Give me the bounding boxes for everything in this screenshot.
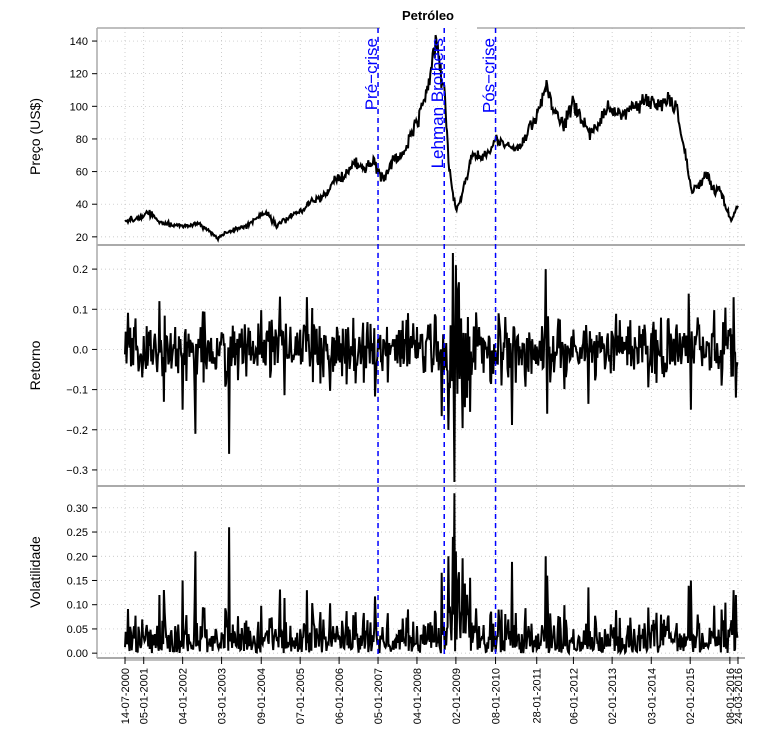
y-tick-label: −0.3 xyxy=(66,465,88,477)
x-tick-label: 05-01-2007 xyxy=(373,668,385,724)
x-tick-label: 03-01-2014 xyxy=(646,668,658,724)
y-axis-label: Preço (US$) xyxy=(27,98,43,175)
y-tick-label: 0.20 xyxy=(67,551,88,563)
event-label: Pré−crise xyxy=(362,38,381,110)
y-tick-label: 100 xyxy=(70,101,88,113)
x-tick-label: 28-01-2011 xyxy=(532,668,544,723)
x-tick-label: 04-01-2002 xyxy=(178,668,190,724)
panel-frame-layer xyxy=(96,27,745,659)
x-axis-layer: 14-07-2000 05-01-2001 04-01-2002 03-01-2003… xyxy=(120,657,745,724)
y-tick-label: 0.10 xyxy=(67,600,88,612)
y-tick-label: 0.1 xyxy=(73,304,88,316)
y-tick-label: 120 xyxy=(70,69,88,81)
y-tick-label: 80 xyxy=(76,134,88,146)
y-tick-label: 0.00 xyxy=(67,648,88,660)
y-axis-layer: 20 40 60 80 100 120 140 Preço (US$) −0.3 −0.2 −0.1… xyxy=(27,36,97,660)
y-tick-label: 0.0 xyxy=(73,344,88,356)
event-label: Lehman Brothers xyxy=(428,38,447,168)
x-tick-label: 03-01-2003 xyxy=(217,668,229,724)
y-tick-label: 0.05 xyxy=(67,624,88,636)
event-label: Pós−crise xyxy=(480,38,499,113)
y-tick-label: 140 xyxy=(70,36,88,48)
x-tick-label: 09-01-2004 xyxy=(256,668,268,724)
x-tick-label: 02-01-2015 xyxy=(685,668,697,724)
x-tick-label: 07-01-2005 xyxy=(295,668,307,724)
y-axis-label: Volatilidade xyxy=(27,536,43,608)
x-tick-label: 05-01-2001 xyxy=(139,668,151,724)
y-tick-label: 0.25 xyxy=(67,527,88,539)
x-tick-label: 02-01-2013 xyxy=(607,668,619,724)
y-tick-label: 0.15 xyxy=(67,575,88,587)
y-axis-label: Retorno xyxy=(27,340,43,390)
x-tick-label: 04-01-2008 xyxy=(412,668,424,724)
x-tick-label: 14-07-2000 xyxy=(120,668,132,724)
x-tick-label: 24-03-2016 xyxy=(733,668,745,724)
x-tick-label: 02-01-2009 xyxy=(451,668,463,724)
series-line xyxy=(124,252,739,483)
x-tick-label: 06-01-2012 xyxy=(568,668,580,724)
y-tick-label: −0.1 xyxy=(66,385,88,397)
y-tick-label: −0.2 xyxy=(66,425,88,437)
x-tick-label: 06-01-2006 xyxy=(334,668,346,724)
series-line xyxy=(124,34,739,243)
x-tick-label: 08-01-2010 xyxy=(491,668,503,724)
y-tick-label: 40 xyxy=(76,199,88,211)
event-layer: Pré−crise Lehman Brothers Pós−crise xyxy=(362,28,499,658)
x-tick-label: 08-01-2016 xyxy=(725,668,737,724)
y-tick-label: 0.30 xyxy=(67,503,88,515)
chart-title: Petróleo xyxy=(402,8,454,23)
series-layer xyxy=(124,34,739,656)
y-tick-label: 20 xyxy=(76,232,88,244)
y-tick-label: 60 xyxy=(76,167,88,179)
y-tick-label: 0.2 xyxy=(73,264,88,276)
series-line xyxy=(124,493,739,656)
